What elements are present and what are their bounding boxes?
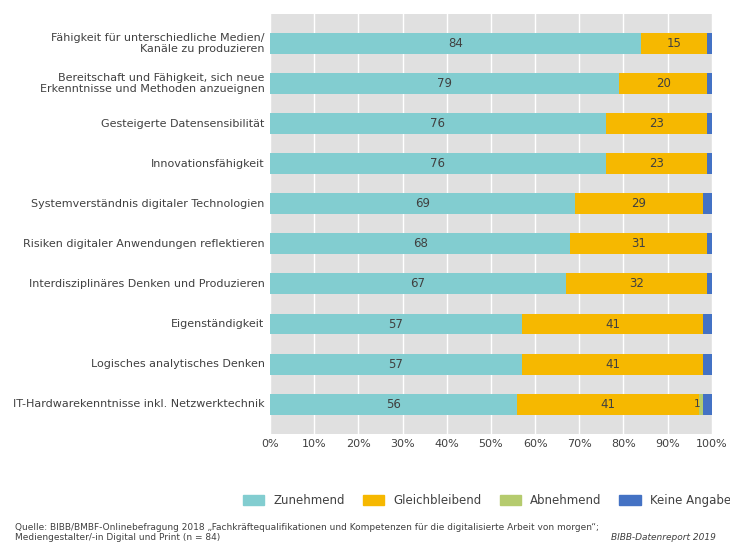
Text: 79: 79 bbox=[437, 77, 452, 90]
Bar bbox=[606, 153, 707, 174]
Text: 41: 41 bbox=[601, 398, 615, 411]
Text: 68: 68 bbox=[413, 237, 428, 250]
Text: 29: 29 bbox=[631, 197, 646, 210]
Bar bbox=[270, 73, 619, 94]
Text: 84: 84 bbox=[448, 37, 463, 50]
Bar bbox=[270, 33, 641, 54]
Bar bbox=[703, 394, 712, 415]
Text: 56: 56 bbox=[386, 398, 402, 411]
Bar bbox=[707, 234, 712, 254]
Bar bbox=[270, 153, 606, 174]
Text: 69: 69 bbox=[415, 197, 430, 210]
Bar bbox=[641, 33, 707, 54]
Bar bbox=[270, 354, 522, 375]
Bar bbox=[707, 73, 712, 94]
Bar bbox=[619, 73, 707, 94]
Text: 23: 23 bbox=[649, 157, 664, 170]
Bar bbox=[575, 193, 703, 214]
Bar bbox=[606, 113, 707, 134]
Bar bbox=[522, 314, 703, 334]
Bar bbox=[270, 274, 566, 294]
Text: 57: 57 bbox=[388, 317, 404, 330]
Text: 41: 41 bbox=[605, 358, 620, 371]
Text: 20: 20 bbox=[656, 77, 671, 90]
Legend: Zunehmend, Gleichbleibend, Abnehmend, Keine Angaben: Zunehmend, Gleichbleibend, Abnehmend, Ke… bbox=[243, 494, 730, 507]
Text: 67: 67 bbox=[410, 277, 426, 290]
Text: 1: 1 bbox=[694, 399, 701, 409]
Text: Quelle: BIBB/BMBF-Onlinebefragung 2018 „Fachkräftequalifikationen und Kompetenze: Quelle: BIBB/BMBF-Onlinebefragung 2018 „… bbox=[15, 523, 599, 542]
Bar bbox=[270, 314, 522, 334]
Bar bbox=[270, 394, 518, 415]
Bar bbox=[699, 394, 703, 415]
Text: 76: 76 bbox=[431, 157, 445, 170]
Bar bbox=[518, 394, 699, 415]
Bar bbox=[703, 354, 712, 375]
Bar bbox=[570, 234, 707, 254]
Text: 31: 31 bbox=[631, 237, 646, 250]
Bar bbox=[270, 234, 570, 254]
Bar bbox=[707, 153, 712, 174]
Text: 57: 57 bbox=[388, 358, 404, 371]
Bar bbox=[270, 193, 575, 214]
Text: 32: 32 bbox=[629, 277, 644, 290]
Text: 76: 76 bbox=[431, 117, 445, 130]
Bar bbox=[703, 193, 712, 214]
Bar bbox=[707, 274, 712, 294]
Bar bbox=[707, 33, 712, 54]
Bar bbox=[270, 113, 606, 134]
Bar bbox=[522, 354, 703, 375]
Bar bbox=[566, 274, 707, 294]
Text: 15: 15 bbox=[666, 37, 682, 50]
Text: 41: 41 bbox=[605, 317, 620, 330]
Bar bbox=[707, 113, 712, 134]
Text: 23: 23 bbox=[649, 117, 664, 130]
Text: BIBB-Datenreport 2019: BIBB-Datenreport 2019 bbox=[610, 533, 715, 542]
Bar bbox=[703, 314, 712, 334]
